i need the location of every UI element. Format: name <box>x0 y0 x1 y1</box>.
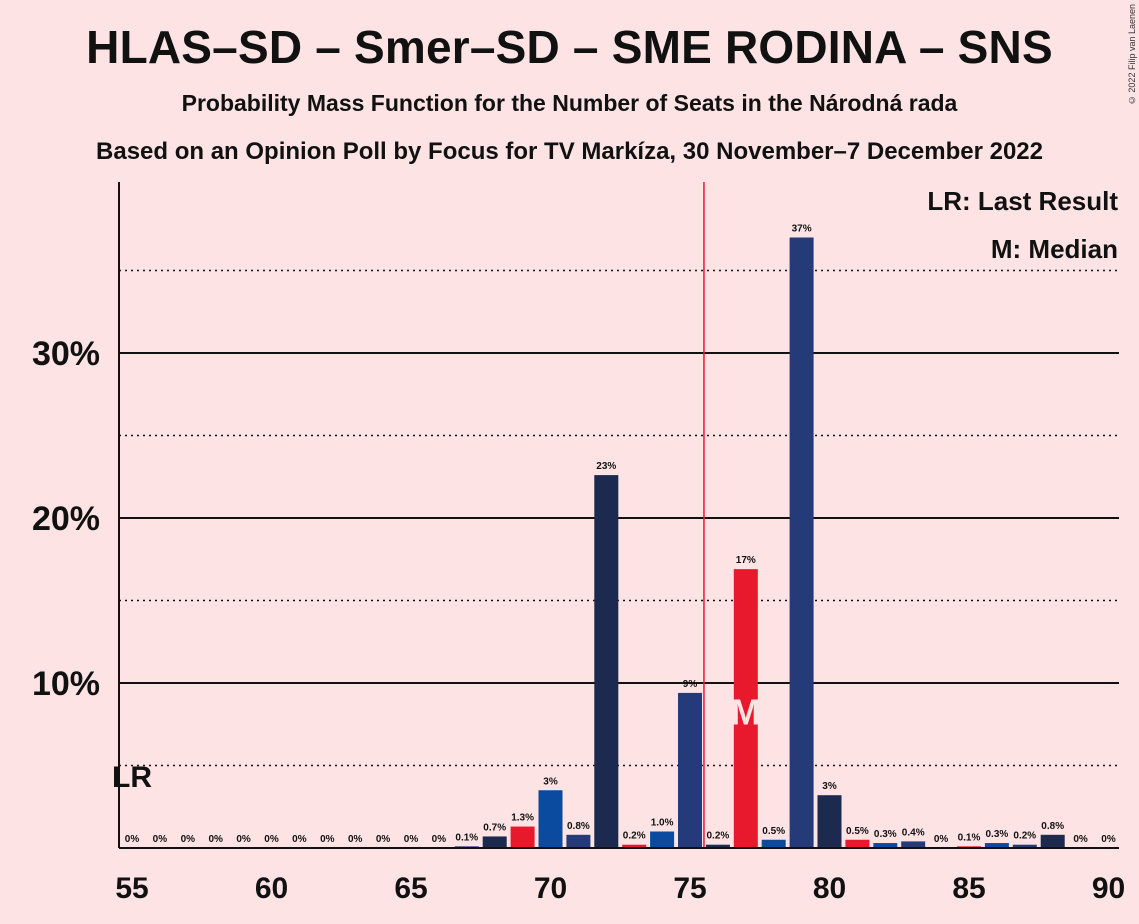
bar-label-seat-68: 0.7% <box>483 822 506 833</box>
bar-label-seat-71: 0.8% <box>567 821 590 832</box>
bar-label-seat-61: 0% <box>292 834 307 845</box>
bar-label-seat-88: 0.8% <box>1041 821 1064 832</box>
x-tick-label: 70 <box>534 872 567 905</box>
bar-label-seat-85: 0.1% <box>958 832 981 843</box>
y-tick-label: 20% <box>32 500 100 538</box>
legend-median: M: Median <box>991 234 1118 264</box>
bar-seat-71 <box>566 834 591 848</box>
bar-label-seat-64: 0% <box>376 834 391 845</box>
y-tick-label: 30% <box>32 335 100 373</box>
bar-label-seat-78: 0.5% <box>762 826 785 837</box>
chart-source-line: Based on an Opinion Poll by Focus for TV… <box>96 138 1043 165</box>
chart-title: HLAS–SD – Smer–SD – SME RODINA – SNS <box>86 21 1053 73</box>
x-tick-label: 85 <box>952 872 985 905</box>
bar-seat-77 <box>733 569 758 848</box>
y-tick-label: 10% <box>32 665 100 703</box>
bar-label-seat-80: 3% <box>822 781 837 792</box>
bar-seat-81 <box>845 839 870 848</box>
bar-seat-76 <box>705 844 730 848</box>
bar-seat-86 <box>984 843 1009 848</box>
bar-label-seat-63: 0% <box>348 834 363 845</box>
bar-label-seat-84: 0% <box>934 834 949 845</box>
bar-label-seat-69: 1.3% <box>511 813 534 824</box>
bar-seat-82 <box>873 843 898 848</box>
bar-label-seat-79: 37% <box>792 224 812 235</box>
bar-label-seat-86: 0.3% <box>986 829 1009 840</box>
bar-seat-83 <box>901 841 926 848</box>
bar-label-seat-82: 0.3% <box>874 829 897 840</box>
x-tick-label: 65 <box>394 872 427 905</box>
bar-label-seat-57: 0% <box>181 834 196 845</box>
bar-seat-68 <box>482 836 507 848</box>
bar-label-seat-77: 17% <box>736 555 756 566</box>
bar-label-seat-66: 0% <box>432 834 447 845</box>
bar-label-seat-75: 9% <box>683 679 698 690</box>
bar-seat-75 <box>678 692 702 848</box>
bar-label-seat-70: 3% <box>543 776 558 787</box>
bar-label-seat-87: 0.2% <box>1013 831 1036 842</box>
x-tick-label: 75 <box>673 872 706 905</box>
bars <box>454 237 1065 848</box>
axes: 10% 20% 30% 55 60 65 70 75 80 85 90 <box>32 182 1125 905</box>
median-marker: M <box>731 691 761 732</box>
bar-label-seat-89: 0% <box>1073 834 1088 845</box>
bar-label-seat-90: 0% <box>1101 834 1116 845</box>
bar-label-seat-59: 0% <box>236 834 251 845</box>
bar-label-seat-55: 0% <box>125 834 140 845</box>
bar-seat-70 <box>538 790 563 848</box>
bar-seat-88 <box>1040 834 1065 848</box>
bar-label-seat-81: 0.5% <box>846 826 869 837</box>
legend-last-result: LR: Last Result <box>927 186 1118 216</box>
bar-label-seat-72: 23% <box>596 461 616 472</box>
bar-label-seat-65: 0% <box>404 834 419 845</box>
bar-seat-79 <box>789 237 814 848</box>
bar-label-seat-76: 0.2% <box>707 831 730 842</box>
bar-seat-80 <box>817 795 842 848</box>
bar-label-seat-67: 0.1% <box>455 832 478 843</box>
x-tick-label: 55 <box>115 872 148 905</box>
bar-label-seat-73: 0.2% <box>623 831 646 842</box>
gridlines <box>119 182 1119 848</box>
bar-label-seat-60: 0% <box>264 834 279 845</box>
bar-seat-72 <box>594 475 619 848</box>
bar-label-seat-62: 0% <box>320 834 335 845</box>
bar-seat-74 <box>650 831 675 848</box>
bar-seat-73 <box>622 844 647 848</box>
x-tick-label: 60 <box>255 872 288 905</box>
bar-label-seat-56: 0% <box>153 834 168 845</box>
x-tick-label: 80 <box>813 872 846 905</box>
bar-seat-78 <box>761 839 786 848</box>
bar-label-seat-83: 0.4% <box>902 827 925 838</box>
bar-label-seat-74: 1.0% <box>651 818 674 829</box>
bar-seat-87 <box>1012 844 1037 848</box>
x-tick-label: 90 <box>1092 872 1125 905</box>
bar-labels: 0% 0% 0% 0% 0% 0% 0% 0% 0% 0% 0% 0% 0.1% 0.7% 1.3% 3% 0.… <box>112 224 1116 846</box>
bar-label-seat-58: 0% <box>208 834 223 845</box>
bar-seat-69 <box>510 826 535 848</box>
chart-subtitle: Probability Mass Function for the Number… <box>181 90 958 116</box>
